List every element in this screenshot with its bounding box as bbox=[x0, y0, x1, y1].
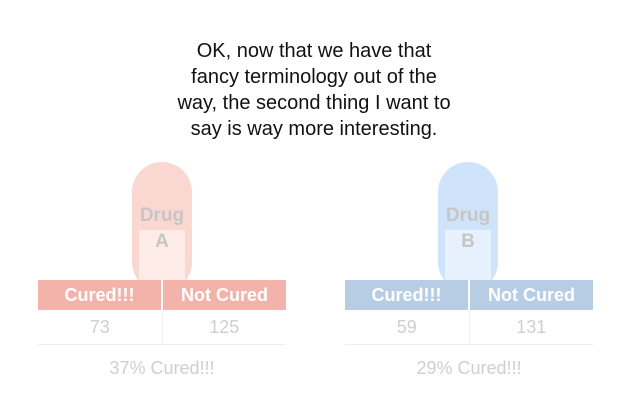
drug-a-letter: A bbox=[155, 231, 169, 252]
table-row: 73 125 bbox=[38, 310, 286, 345]
caption-line: say is way more interesting. bbox=[190, 118, 438, 140]
cell-not-cured-count: 125 bbox=[161, 310, 287, 344]
caption-text: OK, now that we have that fancy terminol… bbox=[114, 38, 514, 142]
header-not-cured: Not Cured bbox=[468, 280, 593, 310]
drug-b-letter: B bbox=[461, 231, 475, 252]
drug-a-label: Drug bbox=[139, 205, 185, 226]
table-header: Cured!!! Not Cured bbox=[345, 280, 593, 310]
drug-b-label: Drug bbox=[445, 205, 491, 226]
caption-line: OK, now that we have that bbox=[196, 40, 432, 62]
header-cured: Cured!!! bbox=[345, 280, 468, 310]
drug-b-summary: 29% Cured!!! bbox=[416, 358, 522, 378]
header-cured: Cured!!! bbox=[38, 280, 161, 310]
cell-not-cured-count: 131 bbox=[468, 310, 594, 344]
cell-cured-count: 59 bbox=[396, 316, 417, 337]
drug-a-summary: 37% Cured!!! bbox=[109, 358, 215, 378]
caption-line: fancy terminology out of the bbox=[191, 66, 437, 88]
drug-b-table: Cured!!! Not Cured 59 131 bbox=[345, 280, 593, 345]
cell-cured-count: 73 bbox=[89, 316, 110, 337]
table-header: Cured!!! Not Cured bbox=[38, 280, 286, 310]
header-not-cured: Not Cured bbox=[161, 280, 286, 310]
table-row: 59 131 bbox=[345, 310, 593, 345]
drug-b-pill-icon: Drug B bbox=[438, 162, 498, 292]
drug-a-pill-icon: Drug A bbox=[132, 162, 192, 292]
caption-line: way, the second thing I want to bbox=[177, 92, 451, 114]
drug-a-table: Cured!!! Not Cured 73 125 bbox=[38, 280, 286, 345]
